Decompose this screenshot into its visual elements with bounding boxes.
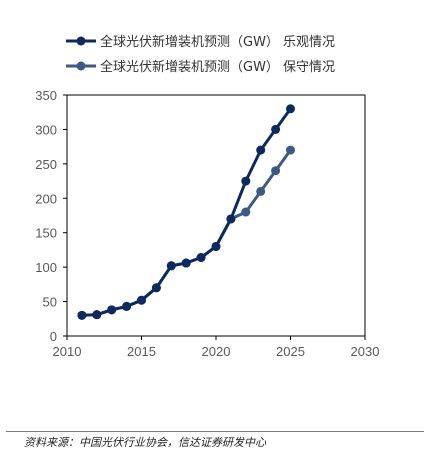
data-point	[226, 214, 236, 224]
y-axis: 0 50 100 150 200 250 300 350	[35, 88, 67, 344]
y-tick-label: 150	[35, 226, 57, 241]
data-point	[196, 253, 206, 263]
series-line	[81, 107, 292, 317]
data-point	[151, 283, 161, 293]
data-point	[166, 261, 176, 271]
data-point	[211, 241, 221, 251]
legend-label: 全球光伏新增装机预测（GW） 乐观情况	[100, 34, 335, 50]
source-divider	[6, 431, 424, 432]
y-tick-label: 100	[35, 260, 57, 275]
y-tick-label: 250	[35, 157, 57, 172]
x-axis: 2010 2015 2020 2025 2030	[53, 336, 380, 359]
data-point	[181, 258, 191, 268]
data-point	[271, 124, 281, 134]
series-optimistic	[77, 104, 295, 320]
plot-frame	[66, 94, 366, 337]
y-tick-label: 300	[35, 122, 57, 137]
data-point	[286, 104, 295, 114]
data-point	[137, 295, 146, 305]
data-point	[92, 310, 102, 320]
data-point	[286, 145, 295, 155]
data-point	[256, 145, 266, 155]
source-note: 资料来源：中国光伏行业协会，信达证券研发中心	[24, 436, 266, 449]
x-tick-label: 2015	[127, 344, 156, 359]
y-tick-label: 50	[43, 295, 57, 310]
data-point	[256, 186, 266, 196]
legend-label: 全球光伏新增装机预测（GW） 保守情况	[100, 59, 335, 75]
data-point	[241, 176, 251, 186]
x-tick-label: 2030	[351, 344, 380, 359]
series-layer	[77, 104, 295, 320]
y-tick-label: 200	[35, 191, 57, 206]
x-tick-label: 2025	[276, 344, 305, 359]
x-tick-label: 2010	[53, 344, 82, 359]
legend-item: 全球光伏新增装机预测（GW） 乐观情况	[66, 34, 335, 50]
data-point	[241, 207, 251, 217]
series-line	[81, 149, 292, 317]
data-point	[271, 166, 281, 176]
x-tick-label: 2020	[202, 344, 231, 359]
data-point	[107, 305, 117, 315]
y-tick-label: 350	[35, 88, 57, 103]
y-tick-label: 0	[50, 329, 57, 344]
legend-swatch-marker	[76, 61, 86, 71]
data-point	[77, 310, 87, 320]
legend-swatch-marker	[76, 36, 86, 46]
series-conservative	[77, 145, 295, 320]
data-point	[122, 301, 132, 311]
legend-item: 全球光伏新增装机预测（GW） 保守情况	[66, 59, 335, 75]
